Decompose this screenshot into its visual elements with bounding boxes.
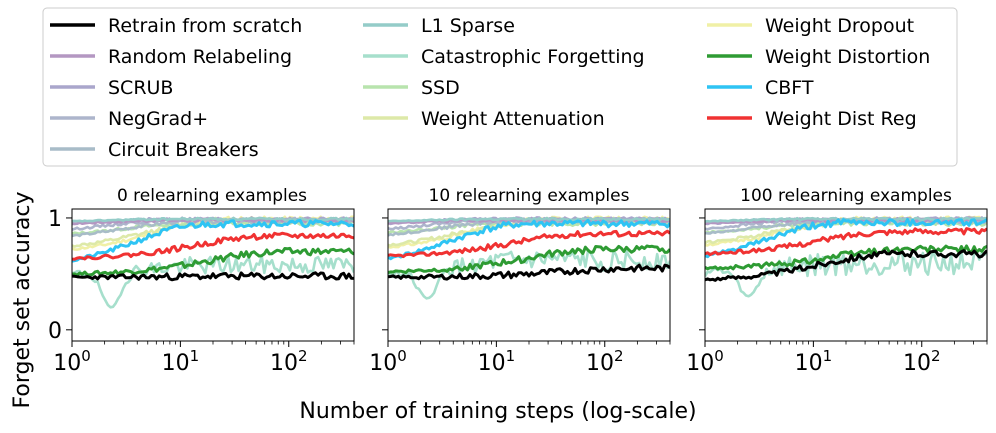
series-line-retrain-from-scratch <box>705 249 987 282</box>
x-tick-exponent: 0 <box>397 347 407 365</box>
legend-label: SCRUB <box>108 77 173 99</box>
x-tick-base: 10 <box>586 351 614 376</box>
series-line-l1-sparse <box>72 216 354 223</box>
series-line-catastrophic-forgetting <box>72 254 354 309</box>
x-axis-label: Number of training steps (log-scale) <box>299 399 696 424</box>
y-tick-label: 0 <box>48 319 62 344</box>
x-tick-label: 100 <box>686 347 724 376</box>
legend-item-weight-distortion: Weight Distortion <box>707 46 930 68</box>
x-tick-exponent: 1 <box>823 347 833 365</box>
x-tick-exponent: 2 <box>931 347 941 365</box>
series-line-weight-dist-reg <box>388 229 670 259</box>
plot-area <box>388 215 670 300</box>
series-line-cbft <box>705 218 987 259</box>
x-tick-base: 10 <box>270 351 298 376</box>
x-tick-label: 100 <box>53 347 91 376</box>
y-axis-ticks <box>382 217 388 331</box>
x-tick-label: 102 <box>903 347 941 376</box>
x-tick-base: 10 <box>795 351 823 376</box>
x-tick-exponent: 0 <box>81 347 91 365</box>
series-line-cbft <box>72 218 354 263</box>
x-tick-base: 10 <box>162 351 190 376</box>
y-axis-ticks <box>699 217 705 331</box>
legend-item-retrain-from-scratch: Retrain from scratch <box>50 15 302 37</box>
legend-label: Weight Dist Reg <box>765 108 917 130</box>
series-line-weight-distortion <box>705 244 987 271</box>
legend: Retrain from scratch Random Relabeling SCR… <box>50 15 930 161</box>
legend-frame <box>42 7 958 167</box>
legend-item-weight-dropout: Weight Dropout <box>707 15 914 37</box>
legend-item-l1-sparse: L1 Sparse <box>363 15 515 37</box>
legend-item-neggrad: NegGrad+ <box>50 108 208 130</box>
x-tick-label: 102 <box>270 347 308 376</box>
y-axis-ticks: 01 <box>48 207 72 344</box>
series-line-retrain-from-scratch <box>72 271 354 282</box>
x-tick-base: 10 <box>903 351 931 376</box>
x-tick-label: 102 <box>586 347 624 376</box>
legend-label: Random Relabeling <box>108 46 292 68</box>
series-line-weight-dist-reg <box>705 227 987 257</box>
subplot-0-relearning: 0 relearning examples 100 101 102 01 <box>48 186 355 376</box>
legend-item-catastrophic-forgetting: Catastrophic Forgetting <box>363 46 645 68</box>
x-tick-label: 101 <box>478 347 516 376</box>
x-tick-label: 101 <box>795 347 833 376</box>
x-tick-base: 10 <box>53 351 81 376</box>
series-line-weight-dist-reg <box>72 231 354 261</box>
x-axis-ticks: 100 101 102 <box>686 341 988 376</box>
series-line-weight-distortion <box>72 246 354 277</box>
x-tick-exponent: 1 <box>506 347 516 365</box>
x-tick-base: 10 <box>686 351 714 376</box>
x-tick-label: 101 <box>162 347 200 376</box>
series-line-weight-distortion <box>388 244 670 275</box>
legend-label: Weight Distortion <box>765 46 930 68</box>
series-line-retrain-from-scratch <box>388 263 670 281</box>
legend-label: Circuit Breakers <box>108 139 259 161</box>
x-tick-exponent: 0 <box>714 347 724 365</box>
legend-label: Retrain from scratch <box>108 15 302 37</box>
series-line-l1-sparse <box>388 216 670 223</box>
legend-label: Catastrophic Forgetting <box>421 46 645 68</box>
series-group <box>705 215 987 298</box>
subplot-title: 10 relearning examples <box>429 186 630 206</box>
plot-area <box>72 215 354 309</box>
y-axis-label: Forget set accuracy <box>10 192 35 409</box>
legend-item-weight-dist-reg: Weight Dist Reg <box>707 108 917 130</box>
legend-item-weight-attenuation: Weight Attenuation <box>363 108 605 130</box>
legend-item-scrub: SCRUB <box>50 77 173 99</box>
legend-item-circuit-breakers: Circuit Breakers <box>50 139 259 161</box>
legend-label: NegGrad+ <box>108 108 208 130</box>
y-tick-label: 1 <box>48 207 62 232</box>
subplot-title: 100 relearning examples <box>740 186 952 206</box>
x-tick-exponent: 2 <box>614 347 624 365</box>
x-axis-ticks: 100 101 102 <box>53 341 355 376</box>
x-tick-label: 100 <box>369 347 407 376</box>
x-tick-exponent: 1 <box>190 347 200 365</box>
legend-label: Weight Dropout <box>765 15 914 37</box>
legend-label: CBFT <box>765 77 814 99</box>
subplot-100-relearning: 100 relearning examples 100 101 102 <box>686 186 988 376</box>
legend-label: Weight Attenuation <box>421 108 605 130</box>
legend-item-cbft: CBFT <box>707 77 814 99</box>
subplot-title: 0 relearning examples <box>117 186 307 206</box>
legend-label: L1 Sparse <box>421 15 515 37</box>
legend-item-random-relabeling: Random Relabeling <box>50 46 292 68</box>
legend-item-ssd: SSD <box>363 77 460 99</box>
series-group <box>388 215 670 300</box>
series-line-cbft <box>388 218 670 261</box>
series-group <box>72 215 354 309</box>
plot-area <box>705 215 987 298</box>
x-tick-exponent: 2 <box>298 347 308 365</box>
legend-label: SSD <box>421 77 460 99</box>
subplot-10-relearning: 10 relearning examples 100 101 102 <box>369 186 671 376</box>
x-tick-base: 10 <box>369 351 397 376</box>
x-tick-base: 10 <box>478 351 506 376</box>
series-line-catastrophic-forgetting <box>705 249 987 298</box>
x-axis-ticks: 100 101 102 <box>369 341 671 376</box>
